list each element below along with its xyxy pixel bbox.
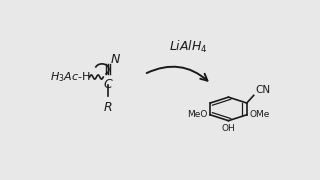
Text: N: N [111, 53, 120, 66]
Text: $LiAlH_4$: $LiAlH_4$ [169, 39, 208, 55]
FancyArrowPatch shape [147, 67, 207, 81]
Text: MeO: MeO [188, 110, 208, 119]
Text: OMe: OMe [249, 110, 269, 119]
Text: OH: OH [222, 124, 235, 133]
Text: CN: CN [255, 85, 270, 95]
Text: $H_3Ac$-H: $H_3Ac$-H [50, 70, 91, 84]
Text: C: C [104, 78, 113, 91]
Text: R: R [104, 101, 113, 114]
